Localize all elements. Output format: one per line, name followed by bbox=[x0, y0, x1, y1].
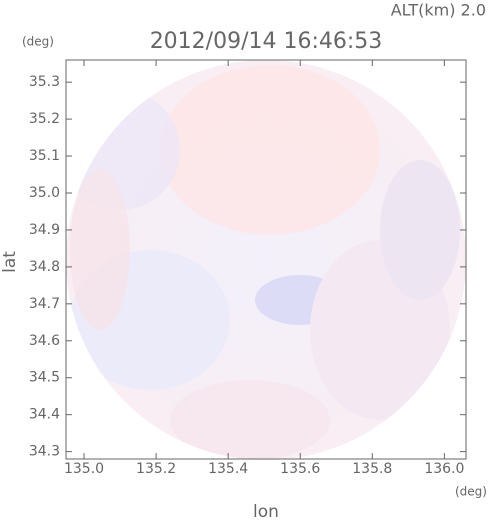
x-tick-label: 135.8 bbox=[352, 461, 392, 477]
y-tick-label: 34.6 bbox=[29, 333, 60, 349]
y-tick-label: 34.5 bbox=[29, 370, 60, 386]
x-unit: (deg) bbox=[455, 485, 487, 499]
y-tick-label: 34.9 bbox=[29, 222, 60, 238]
altitude-label: ALT(km) 2.0 bbox=[391, 1, 486, 20]
x-tick-label: 136.0 bbox=[424, 461, 464, 477]
x-axis-label: lon bbox=[253, 502, 279, 521]
y-tick-label: 35.3 bbox=[29, 74, 60, 90]
y-tick-label: 35.0 bbox=[29, 185, 60, 201]
y-unit: (deg) bbox=[22, 35, 54, 49]
y-tick-label: 34.3 bbox=[29, 444, 60, 460]
x-tick-label: 135.0 bbox=[64, 461, 104, 477]
y-tick-label: 34.7 bbox=[29, 296, 60, 312]
x-tick-label: 135.4 bbox=[208, 461, 248, 477]
plot-frame bbox=[65, 59, 467, 460]
x-tick-label: 135.2 bbox=[136, 461, 176, 477]
radar-image bbox=[66, 60, 466, 460]
y-tick-label: 35.2 bbox=[29, 111, 60, 127]
y-tick-label: 34.8 bbox=[29, 259, 60, 275]
chart-title: 2012/09/14 16:46:53 bbox=[150, 29, 383, 54]
y-axis-label: lat bbox=[0, 251, 20, 273]
y-tick-label: 34.4 bbox=[29, 407, 60, 423]
y-tick-label: 35.1 bbox=[29, 148, 60, 164]
x-tick-label: 135.6 bbox=[280, 461, 320, 477]
